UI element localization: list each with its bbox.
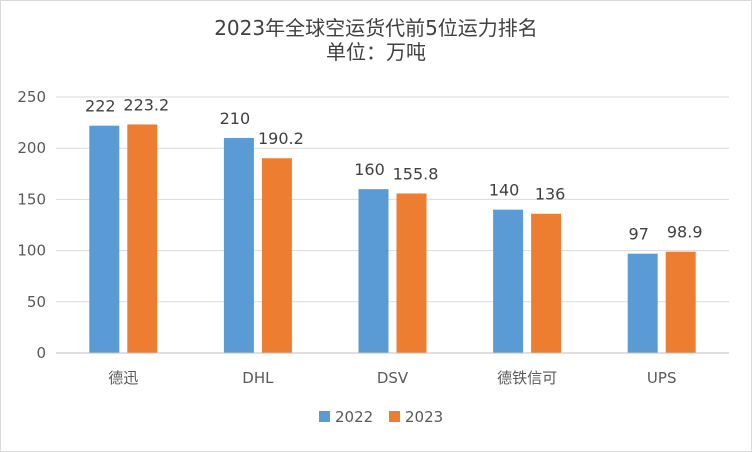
bar-2023	[531, 213, 562, 353]
chart-title: 2023年全球空运货代前5位运力排名	[214, 16, 538, 40]
bar-2022	[358, 189, 389, 353]
y-axis: 0 50 100 150 200 250	[17, 88, 46, 362]
bar-2023	[396, 193, 427, 353]
legend-swatch	[319, 411, 330, 422]
data-label: 210	[220, 109, 251, 128]
data-label: 136	[535, 185, 566, 204]
x-tick-label: DHL	[242, 369, 274, 387]
y-tick-label: 200	[17, 139, 46, 157]
x-tick-label: 德迅	[108, 369, 138, 387]
bar-2022	[223, 137, 254, 353]
data-label: 190.2	[258, 129, 304, 148]
bar-2023	[127, 124, 158, 353]
bar-2023	[665, 251, 696, 353]
legend-label: 2022	[335, 408, 373, 426]
x-tick-label: 德铁信可	[497, 369, 557, 387]
x-axis: 德迅 DHL DSV 德铁信可 UPS	[56, 352, 729, 387]
legend-label: 2023	[405, 408, 443, 426]
y-tick-label: 150	[17, 190, 46, 208]
y-tick-label: 100	[17, 242, 46, 260]
data-label: 223.2	[123, 95, 169, 114]
y-tick-label: 50	[27, 293, 46, 311]
bar-2022	[493, 209, 524, 353]
legend-swatch	[389, 411, 400, 422]
bar-2022	[627, 253, 658, 353]
x-tick-label: DSV	[377, 369, 409, 387]
legend: 2022 2023	[319, 408, 443, 426]
data-label: 98.9	[667, 223, 703, 242]
data-label: 155.8	[393, 164, 439, 183]
y-tick-label: 0	[36, 344, 46, 362]
data-label: 222	[85, 97, 116, 116]
data-label: 97	[629, 225, 649, 244]
data-label: 140	[489, 181, 520, 200]
x-tick-label: UPS	[647, 369, 677, 387]
bars: 222 223.2 210 190.2 160 155.8 140 136 97 98.9	[85, 95, 703, 353]
chart-subtitle: 单位：万吨	[326, 40, 426, 64]
bar-2022	[89, 125, 120, 353]
bar-2023	[261, 158, 292, 353]
data-label: 160	[354, 160, 385, 179]
y-tick-label: 250	[17, 88, 46, 106]
